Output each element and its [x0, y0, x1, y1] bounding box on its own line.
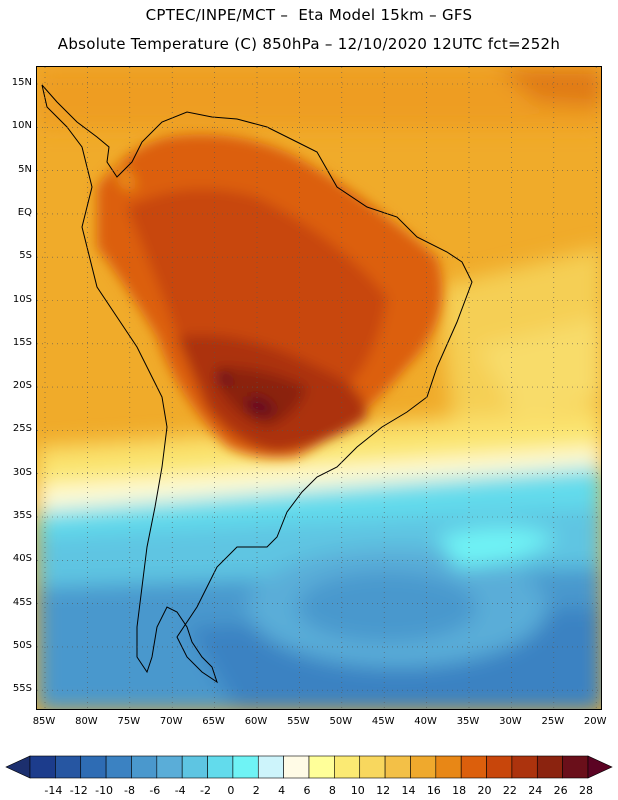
colorbar-cell — [232, 755, 259, 779]
colorbar-cell — [55, 755, 82, 779]
colorbar-cell — [308, 755, 335, 779]
colorbar-label: -14 — [44, 784, 63, 797]
lon-label: 45W — [371, 716, 395, 727]
colorbar-label: 28 — [579, 784, 593, 797]
colorbar-cell — [410, 755, 437, 779]
colorbar-label: 2 — [252, 784, 260, 797]
colorbar-label: 16 — [426, 784, 441, 797]
colorbar-cell — [156, 755, 183, 779]
colorbar-cell — [334, 755, 361, 779]
lon-label: 20W — [583, 716, 607, 727]
colorbar-label: 10 — [350, 784, 365, 797]
colorbar-cell — [131, 755, 158, 779]
lon-label: 40W — [414, 716, 437, 727]
temperature-map — [36, 66, 602, 710]
colorbar-arrow-right — [587, 755, 613, 779]
map-title-line1: CPTEC/INPE/MCT – Eta Model 15km – GFS — [145, 6, 473, 24]
lat-label: 50S — [12, 639, 32, 651]
colorbar-cell — [207, 755, 234, 779]
lat-label: 40S — [12, 553, 32, 565]
colorbar-label: -4 — [174, 784, 186, 797]
colorbar-label: -8 — [123, 784, 135, 797]
map-title-line2: Absolute Temperature (C) 850hPa – 12/10/… — [57, 35, 561, 53]
lat-label: 15N — [11, 77, 32, 88]
colorbar-label: -12 — [69, 784, 88, 797]
lat-label: 25S — [12, 423, 32, 435]
colorbar-label: 12 — [376, 784, 391, 797]
lon-label: 80W — [75, 716, 98, 727]
lat-label: 5N — [18, 163, 32, 175]
lon-label: 50W — [329, 716, 353, 727]
lon-label: 60W — [244, 716, 268, 727]
colorbar-cell — [435, 755, 462, 779]
colorbar-cell — [283, 755, 310, 779]
temperature-field — [37, 67, 601, 709]
colorbar-cell — [460, 755, 487, 779]
lon-label: 25W — [541, 716, 565, 727]
lon-label: 30W — [499, 716, 522, 727]
lon-label: 55W — [287, 716, 310, 727]
colorbar-cell — [105, 755, 132, 779]
colorbar-cell — [536, 755, 563, 779]
lat-label: 20S — [12, 380, 32, 392]
colorbar-label: 4 — [278, 784, 286, 797]
colorbar-label: 0 — [227, 784, 235, 797]
continent-heat — [97, 134, 443, 459]
temperature-bands — [37, 67, 601, 709]
lat-label: 30S — [12, 466, 32, 478]
lat-label: 35S — [12, 510, 32, 521]
lat-label: 15S — [12, 336, 32, 348]
lon-label: 70W — [159, 716, 183, 727]
colorbar-cell — [384, 755, 411, 779]
colorbar-label: 18 — [452, 784, 467, 797]
colorbar-label: 8 — [328, 784, 336, 797]
colorbar-arrow-left — [5, 755, 31, 779]
lat-label: 10N — [11, 120, 32, 132]
temperature-colorbar — [5, 755, 613, 779]
lon-label: 65W — [202, 716, 225, 727]
colorbar-label: -2 — [200, 784, 212, 797]
colorbar-label: 14 — [401, 784, 416, 797]
colorbar-cell — [359, 755, 386, 779]
colorbar-label: 24 — [528, 784, 543, 797]
colorbar-label: -6 — [149, 784, 161, 797]
colorbar-cell — [29, 755, 56, 779]
colorbar-label: 6 — [303, 784, 311, 797]
lat-label: 45S — [12, 596, 32, 608]
lon-label: 85W — [32, 716, 56, 727]
lat-label: EQ — [17, 206, 32, 218]
colorbar-label: 26 — [553, 784, 568, 797]
colorbar-label: -10 — [95, 784, 114, 797]
lat-label: 5S — [19, 250, 32, 262]
lon-label: 35W — [456, 716, 480, 727]
colorbar-cell — [80, 755, 107, 779]
lon-label: 75W — [117, 716, 141, 727]
colorbar-cell — [511, 755, 538, 779]
colorbar-cell — [486, 755, 513, 779]
lat-label: 10S — [12, 293, 32, 305]
colorbar-cell — [181, 755, 208, 779]
coastline — [41, 84, 473, 684]
colorbar-cell — [562, 755, 589, 779]
colorbar-cell — [257, 755, 284, 779]
colorbar-label: 22 — [502, 784, 517, 797]
lat-label: 55S — [12, 683, 32, 695]
colorbar-label: 20 — [477, 784, 492, 797]
